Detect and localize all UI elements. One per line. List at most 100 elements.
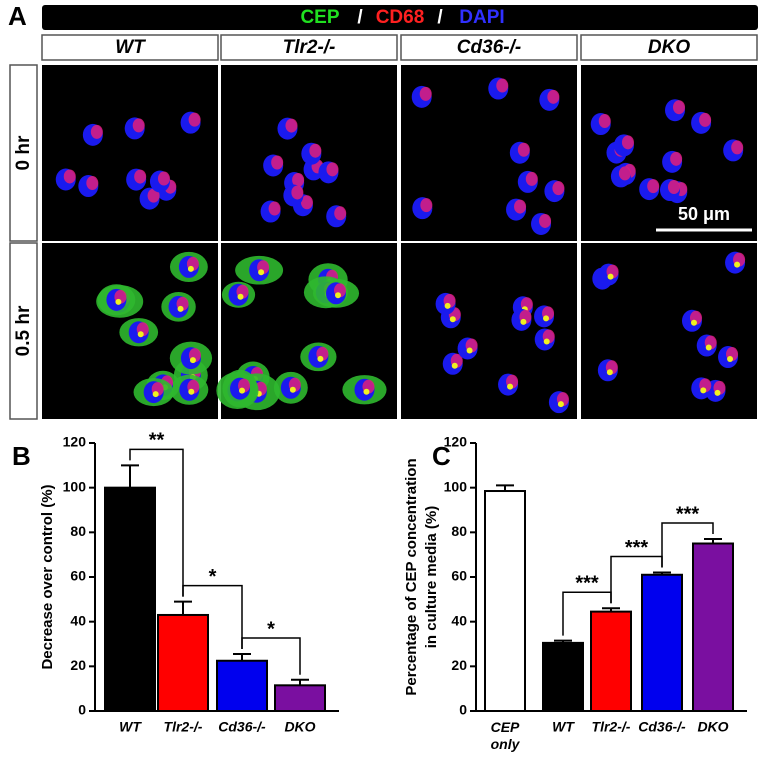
y-axis-label: Percentage of CEP concentration <box>403 458 420 695</box>
cell-colocal <box>606 369 613 376</box>
header-part: / <box>437 7 443 28</box>
y-tick-label: 100 <box>444 478 468 494</box>
cell-cd68 <box>496 78 509 93</box>
cell-cd68 <box>547 89 560 104</box>
cell-cd68 <box>157 171 170 186</box>
cell-colocal <box>700 387 707 394</box>
cell-colocal <box>449 316 456 323</box>
cell-cd68 <box>90 124 103 139</box>
cell-cd68 <box>618 166 631 181</box>
cell-cd68 <box>525 171 538 186</box>
cell-cd68 <box>309 143 322 158</box>
cell-colocal <box>239 387 246 394</box>
cell-cd68 <box>552 181 565 196</box>
significance-bracket <box>182 584 243 650</box>
cell-colocal <box>289 386 296 393</box>
column-box <box>580 34 758 61</box>
cell-cd68 <box>670 151 683 166</box>
cell-colocal <box>317 355 324 362</box>
cell-colocal <box>177 305 184 312</box>
cell-colocal <box>363 388 370 395</box>
cell-colocal <box>466 347 473 354</box>
cell-cd68 <box>667 180 680 195</box>
y-axis-label: in culture media (%) <box>423 506 440 649</box>
column-box <box>400 34 578 61</box>
x-tick-label: Cd36-/- <box>638 719 686 735</box>
header-bar <box>42 5 758 30</box>
significance-bracket <box>241 637 301 675</box>
cell-cd68 <box>291 185 304 200</box>
cell-cd68 <box>539 213 552 228</box>
cell-colocal <box>258 269 265 276</box>
row-label: 0.5 hr <box>13 305 34 356</box>
significance-bracket <box>129 448 184 597</box>
cell-colocal <box>727 356 734 363</box>
cell-cd68 <box>326 162 339 177</box>
cell-cd68 <box>517 142 530 157</box>
panel-label: C <box>432 441 451 471</box>
header-part: CD68 <box>376 7 425 28</box>
cell-cd68 <box>621 135 634 150</box>
cell-cd68 <box>300 195 313 210</box>
x-tick-label: WT <box>119 719 142 735</box>
cell-cd68 <box>731 140 744 155</box>
significance-label: * <box>267 618 275 640</box>
y-tick-label: 60 <box>70 568 86 584</box>
cell-cd68 <box>63 169 76 184</box>
bar <box>157 613 209 713</box>
cell-colocal <box>444 302 451 309</box>
cell-colocal <box>714 389 721 396</box>
x-tick-label: Cd36-/- <box>218 719 266 735</box>
header-part: / <box>357 7 363 28</box>
cell-cd68 <box>673 100 686 115</box>
cell-colocal <box>607 273 614 280</box>
y-tick-label: 80 <box>70 523 86 539</box>
significance-label: * <box>209 566 217 588</box>
significance-bracket <box>661 522 714 568</box>
y-tick-label: 120 <box>63 434 87 450</box>
y-tick-label: 40 <box>70 612 86 628</box>
x-tick-label: Tlr2-/- <box>592 719 631 735</box>
column-label: DKO <box>648 37 690 58</box>
cell-colocal <box>451 362 458 369</box>
y-tick-label: 100 <box>63 478 87 494</box>
cell-cd68 <box>514 199 527 214</box>
cell-colocal <box>137 331 144 338</box>
x-tick-label: DKO <box>284 719 315 735</box>
bar <box>692 542 734 712</box>
cell-colocal <box>115 298 122 305</box>
micrograph <box>42 65 218 241</box>
y-tick-label: 60 <box>451 568 467 584</box>
cell-cd68 <box>86 176 99 191</box>
cell-cd68 <box>334 206 347 221</box>
significance-label: ** <box>149 430 165 452</box>
panel-label: A <box>8 1 27 31</box>
row-box <box>9 242 38 420</box>
panel-label: B <box>12 441 31 471</box>
cell-colocal <box>189 357 196 364</box>
cell-colocal <box>690 319 697 326</box>
cell-colocal <box>152 391 159 398</box>
column-label: Cd36-/- <box>457 37 521 58</box>
row-box <box>9 64 38 242</box>
column-box <box>220 34 398 61</box>
cell-colocal <box>557 401 564 408</box>
scale-label: 50 μm <box>678 204 730 224</box>
cell-cd68 <box>647 179 660 194</box>
column-label: WT <box>115 37 146 58</box>
significance-label: *** <box>676 503 700 525</box>
column-box <box>41 34 219 61</box>
y-tick-label: 0 <box>459 702 467 718</box>
cell-colocal <box>543 338 550 345</box>
y-tick-label: 20 <box>70 657 86 673</box>
cell-cd68 <box>134 169 147 184</box>
y-tick-label: 120 <box>444 434 468 450</box>
bar <box>274 684 326 712</box>
bar <box>641 573 683 712</box>
cell-colocal <box>335 292 342 299</box>
cell-cd68 <box>285 118 298 133</box>
y-tick-label: 20 <box>451 657 467 673</box>
cell-cd68 <box>292 172 305 187</box>
bar <box>590 610 632 712</box>
